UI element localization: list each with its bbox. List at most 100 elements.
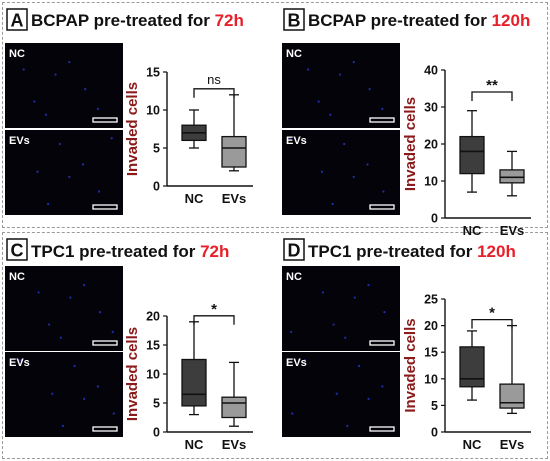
cell-dot bbox=[307, 68, 310, 71]
cell-dot bbox=[19, 359, 22, 362]
cell-dot bbox=[317, 100, 320, 103]
box-nc bbox=[459, 110, 485, 193]
cell-dot bbox=[353, 296, 356, 299]
scale-bar bbox=[92, 340, 118, 346]
micrograph-label: NC bbox=[286, 271, 302, 283]
x-tick-label: EVs bbox=[222, 437, 247, 452]
y-tick-label: 20 bbox=[424, 319, 438, 333]
cell-dot bbox=[84, 88, 87, 91]
cell-dot bbox=[320, 170, 324, 173]
cell-dot bbox=[36, 170, 39, 173]
panel-frame-bottom bbox=[2, 232, 548, 459]
box-iqr bbox=[221, 396, 247, 419]
box-iqr bbox=[499, 383, 525, 409]
cell-dot bbox=[346, 424, 349, 427]
y-tick-label: 15 bbox=[146, 339, 160, 353]
cell-dot bbox=[96, 385, 100, 388]
panel-letter: C bbox=[11, 241, 24, 261]
panel-frame-top bbox=[2, 2, 548, 228]
micrograph-image bbox=[5, 130, 123, 215]
y-axis-label: Invaded cells bbox=[402, 318, 419, 412]
cell-dot bbox=[83, 284, 86, 287]
box-iqr bbox=[499, 169, 525, 184]
cell-dot bbox=[33, 100, 36, 103]
y-tick-label: 15 bbox=[424, 346, 438, 360]
scale-bar bbox=[369, 426, 395, 432]
x-tick-label: NC bbox=[185, 437, 204, 452]
cell-dot bbox=[97, 190, 101, 193]
y-tick-label: 20 bbox=[424, 138, 438, 152]
cell-dot bbox=[37, 291, 40, 294]
y-tick-label: 10 bbox=[424, 175, 438, 189]
micrograph-nc: NC bbox=[282, 266, 400, 351]
scale-bar bbox=[369, 204, 395, 210]
cell-dot bbox=[303, 359, 307, 362]
micrograph-evs: EVs bbox=[282, 352, 400, 437]
cell-dot bbox=[98, 311, 102, 314]
micrograph-label: EVs bbox=[286, 357, 307, 369]
cell-dot bbox=[357, 364, 361, 368]
micrograph-nc: NC bbox=[5, 266, 123, 351]
panel-letter: A bbox=[11, 11, 24, 31]
box-evs bbox=[499, 150, 525, 197]
micrograph-nc: NC bbox=[5, 43, 123, 128]
x-tick-label: NC bbox=[463, 223, 482, 238]
y-tick-label: 20 bbox=[146, 310, 160, 324]
cell-dot bbox=[51, 392, 54, 395]
micrograph-evs: EVs bbox=[282, 130, 400, 215]
y-tick-label: 10 bbox=[424, 372, 438, 386]
scale-bar bbox=[369, 340, 395, 346]
micrograph-image bbox=[5, 43, 123, 128]
micrograph-image bbox=[5, 266, 123, 351]
cell-dot bbox=[22, 68, 25, 71]
y-axis-label: Invaded cells bbox=[124, 82, 141, 176]
micrograph-image bbox=[5, 352, 123, 437]
x-tick-label: NC bbox=[463, 437, 482, 452]
cell-dot bbox=[110, 137, 113, 140]
panel-title-time: 120h bbox=[477, 242, 516, 261]
box-iqr bbox=[221, 135, 247, 168]
micrograph-image bbox=[282, 352, 400, 437]
significance-label: * bbox=[489, 305, 495, 322]
box-iqr bbox=[181, 358, 207, 407]
cell-dot bbox=[352, 61, 355, 64]
cell-dot bbox=[368, 88, 371, 91]
box-iqr bbox=[459, 135, 485, 175]
cell-dot bbox=[289, 137, 292, 140]
cell-dot bbox=[68, 61, 71, 64]
y-tick-label: 0 bbox=[153, 426, 160, 440]
micrograph-nc: NC bbox=[282, 43, 400, 128]
cell-dot bbox=[83, 397, 86, 400]
cell-dot bbox=[366, 163, 369, 166]
significance-bracket bbox=[471, 318, 513, 329]
box-evs bbox=[221, 361, 247, 427]
panel-letter-box bbox=[283, 238, 305, 261]
y-tick-label: 0 bbox=[431, 212, 438, 226]
cell-dot bbox=[44, 113, 48, 116]
cell-dot bbox=[343, 142, 346, 146]
y-tick-label: 10 bbox=[146, 104, 160, 118]
x-tick-label: EVs bbox=[222, 191, 247, 206]
panel-b: B BCPAP pre-treated for 120h NC EVs 0 10 20 30 4… bbox=[282, 8, 531, 238]
panel-letter-box bbox=[283, 8, 305, 31]
micrograph-image bbox=[282, 266, 400, 351]
panel-title: TPC1 pre-treated for 72h bbox=[31, 242, 229, 261]
micrograph-label: NC bbox=[9, 271, 25, 283]
y-tick-label: 0 bbox=[431, 426, 438, 440]
micrograph-label: NC bbox=[9, 48, 25, 60]
cell-dot bbox=[112, 412, 115, 415]
cell-dot bbox=[48, 323, 51, 326]
cell-dot bbox=[352, 175, 355, 178]
y-tick-label: 15 bbox=[146, 66, 160, 80]
cell-dot bbox=[381, 385, 384, 388]
panel-title: BCPAP pre-treated for 72h bbox=[31, 11, 244, 30]
cell-dot bbox=[54, 73, 57, 76]
micrograph-image bbox=[282, 43, 400, 128]
panel-a: A BCPAP pre-treated for 72h NC EVs 0 5 10 15 Inv… bbox=[5, 8, 253, 215]
cell-dot bbox=[61, 424, 65, 427]
cell-dot bbox=[367, 397, 370, 400]
micrograph-label: EVs bbox=[9, 135, 30, 147]
cell-dot bbox=[58, 142, 61, 146]
cell-dot bbox=[367, 284, 370, 287]
